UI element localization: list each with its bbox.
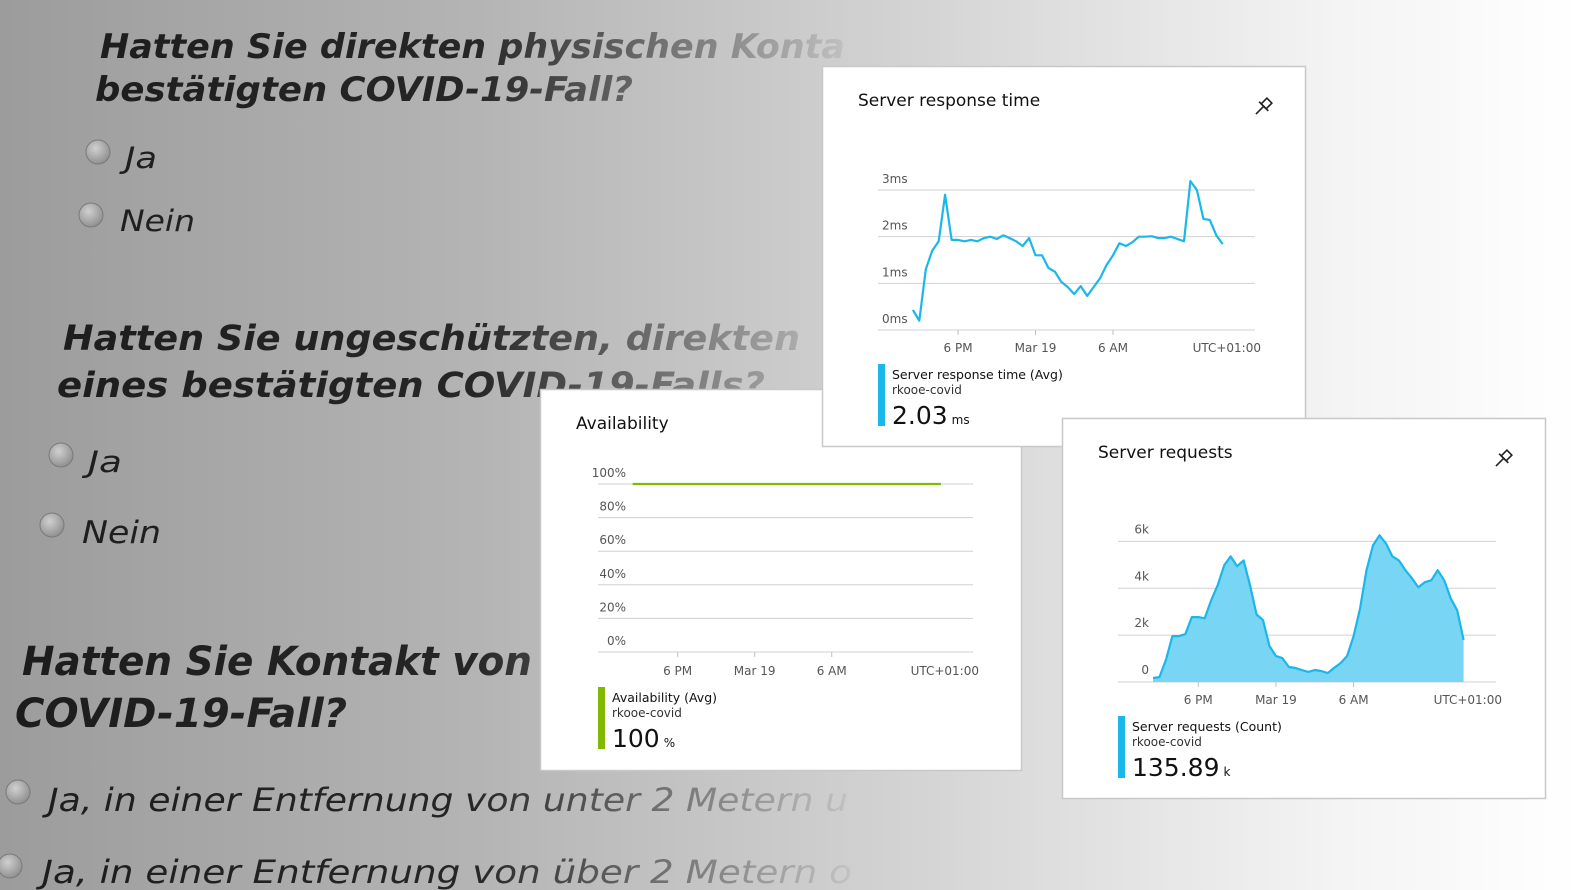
legend-swatch [1118, 716, 1125, 778]
y-tick-label: 2ms [882, 219, 908, 233]
y-tick-label: 4k [1134, 569, 1149, 583]
timezone-label: UTC+01:00 [1193, 341, 1261, 355]
legend-resource: rkooe-covid [612, 706, 682, 720]
timezone-label: UTC+01:00 [1434, 693, 1502, 707]
pin-needle [1255, 105, 1265, 115]
card-background [821, 65, 1307, 448]
legend-name: Availability (Avg) [612, 690, 717, 705]
y-tick-label: 100% [592, 466, 626, 480]
pin-icon[interactable] [1251, 96, 1274, 119]
x-tick-label: 6 AM [1339, 693, 1369, 707]
chart-card: Server response time 0ms 1ms 2ms 3ms 6 PM Mar … [821, 65, 1307, 448]
summary-value: 2.03 [892, 401, 948, 430]
card-title: Server requests [1098, 443, 1233, 463]
x-tick-label: Mar 19 [1015, 341, 1057, 355]
series-line [911, 180, 1224, 322]
y-tick-label: 0% [607, 634, 626, 648]
y-tick-label: 40% [599, 567, 626, 581]
x-tick-label: Mar 19 [734, 664, 776, 678]
option-label: Nein [120, 204, 195, 238]
pin-needle [1495, 457, 1505, 467]
question-text: bestätigten COVID-19-Fall? [95, 70, 633, 110]
radio-button[interactable] [48, 442, 74, 468]
series-area [1153, 535, 1464, 682]
legend-resource: rkooe-covid [892, 383, 962, 397]
summary-unit: k [1223, 765, 1230, 779]
summary-value: 135.89 [1132, 753, 1219, 782]
y-tick-label: 1ms [882, 265, 908, 279]
radio-button[interactable] [0, 853, 23, 879]
x-tick-label: 6 PM [944, 341, 973, 355]
radio-button[interactable] [5, 779, 31, 805]
legend-name: Server requests (Count) [1132, 719, 1282, 734]
y-tick-label: 80% [599, 500, 626, 514]
series-line [1152, 534, 1465, 680]
x-tick-label: 6 AM [1098, 341, 1128, 355]
radio-button[interactable] [85, 139, 111, 165]
radio-button[interactable] [78, 202, 104, 228]
y-tick-label: 60% [599, 533, 626, 547]
summary-unit: ms [952, 413, 970, 427]
y-tick-label: 2k [1134, 616, 1149, 630]
x-tick-label: 6 PM [1184, 693, 1213, 707]
card-title: Availability [576, 414, 669, 434]
y-tick-label: 6k [1134, 522, 1149, 536]
legend-name: Server response time (Avg) [892, 367, 1063, 382]
legend-swatch [598, 687, 605, 749]
option-label: Ja [82, 445, 122, 479]
option-label: Ja, in einer Entfernung von unter 2 Mete… [41, 781, 848, 819]
card-background [1061, 417, 1547, 800]
x-tick-label: 6 AM [817, 664, 847, 678]
dashboard-cards: Availability 0% 20% 40% 60% 80% 100% 6 PM Mar 19… [539, 65, 1547, 800]
card-title: Server response time [858, 91, 1040, 111]
x-tick-label: Mar 19 [1255, 693, 1297, 707]
summary-value: 100 [612, 724, 660, 753]
question-text: COVID-19-Fall? [15, 691, 347, 737]
radio-button[interactable] [39, 512, 65, 538]
y-tick-label: 0 [1141, 663, 1149, 677]
option-label: Ja [119, 141, 157, 175]
legend-resource: rkooe-covid [1132, 735, 1202, 749]
card-background [539, 388, 1023, 772]
legend-swatch [878, 364, 885, 426]
y-tick-label: 20% [599, 600, 626, 614]
chart-card: Availability 0% 20% 40% 60% 80% 100% 6 PM Mar 19… [539, 388, 1023, 772]
question-text: Hatten Sie Kontakt von [22, 639, 532, 685]
x-tick-label: 6 PM [663, 664, 692, 678]
option-label: Nein [82, 515, 161, 551]
summary-unit: % [664, 736, 675, 750]
pin-base [1498, 453, 1509, 464]
question-text: Hatten Sie direkten physischen Konta [100, 27, 845, 67]
y-tick-label: 3ms [882, 172, 908, 186]
question-text: Hatten Sie ungeschützten, direkten [63, 319, 800, 359]
timezone-label: UTC+01:00 [911, 664, 979, 678]
pin-base [1258, 101, 1269, 112]
option-label: Ja, in einer Entfernung von über 2 Meter… [35, 853, 852, 890]
questionnaire: Hatten Sie direkten physischen Kontabest… [0, 27, 852, 890]
pin-icon[interactable] [1491, 448, 1514, 471]
y-tick-label: 0ms [882, 312, 908, 326]
chart-card: Server requests 0 2k 4k 6k 6 PM Mar 19 6 AM UTC+… [1061, 417, 1547, 800]
